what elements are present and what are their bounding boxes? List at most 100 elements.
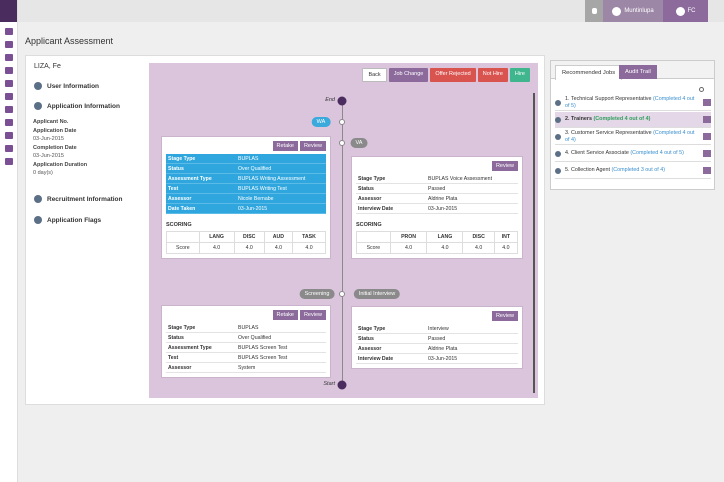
nav-icon[interactable] (4, 67, 13, 74)
action-button[interactable]: Offer Rejected (430, 68, 476, 82)
section-title: Application Information (47, 102, 120, 110)
detail-value: Over Qualified (238, 165, 272, 172)
notifications[interactable] (585, 0, 603, 22)
job-item[interactable]: 1. Technical Support Representative (Com… (555, 95, 711, 111)
detail-row: Assessor Nicole Bernabe (166, 194, 326, 204)
action-button[interactable]: Not Hire (477, 68, 508, 82)
job-title: 4. Client Service Associate (565, 150, 629, 156)
card-button[interactable]: Review (299, 141, 326, 151)
scrollbar[interactable] (533, 93, 535, 393)
card-buttons: Review (356, 311, 518, 321)
detail-label: Assessor (358, 345, 382, 352)
detail-label: Interview Date (358, 205, 394, 212)
page-title: Applicant Assessment (25, 36, 114, 46)
header-row: LANG DISC AUD TASK (166, 231, 327, 243)
menu-toggle[interactable] (0, 0, 17, 22)
detail-value: 03-Jun-2015 (428, 205, 458, 212)
assessment-card: Retake Review Stage Type BUPLAS Status Over Q… (161, 305, 331, 378)
detail-label: Date Taken (168, 205, 196, 212)
user-menu[interactable]: FC (663, 0, 708, 22)
job-action[interactable] (703, 99, 711, 106)
job-action[interactable] (703, 116, 711, 123)
nav-icon[interactable] (4, 41, 13, 48)
field-label: Application Date (33, 128, 77, 134)
stage-pill[interactable]: VA (350, 138, 368, 148)
detail-row: Stage Type Interview (356, 324, 518, 334)
job-text: 2. Trainers (Completed 4 out of 4) (565, 116, 695, 123)
stage-pill[interactable]: Screening (299, 289, 335, 299)
nav-icon[interactable] (4, 54, 13, 61)
detail-row: Assessment Type BUPLAS Writing Assessment (166, 174, 326, 184)
nav-icon[interactable] (4, 93, 13, 100)
score-header: DISC (462, 231, 495, 243)
detail-value: System (238, 364, 256, 371)
score-header: DISC (233, 231, 265, 243)
card-buttons: Retake Review (166, 141, 326, 151)
section-header[interactable]: Application Information (34, 102, 120, 110)
fields: Applicant No. Application Date 03-Jun-2015… (33, 116, 133, 176)
job-text: 5. Collection Agent (Completed 3 out of … (565, 167, 695, 174)
action-button[interactable]: Job Change (388, 68, 429, 82)
details-table: Stage Type BUPLAS Voice Assessment Status P… (356, 174, 518, 214)
section-header[interactable]: User Information (34, 82, 99, 90)
job-icon (555, 133, 561, 140)
refresh[interactable] (699, 87, 704, 92)
section-title: Recruitment Information (47, 195, 123, 203)
detail-row: Interview Date 03-Jun-2015 (356, 204, 518, 214)
score-row: Score 4.0 4.0 4.0 4.0 (166, 242, 327, 254)
card-button[interactable]: Review (491, 311, 518, 321)
card-button[interactable]: Retake (272, 141, 298, 151)
detail-label: Test (168, 354, 179, 361)
header-row: PRON LANG DISC INT (356, 231, 519, 243)
score-header: PRON (389, 231, 428, 243)
nav-icon[interactable] (4, 132, 13, 139)
timeline-node (339, 291, 345, 297)
section-header[interactable]: Recruitment Information (34, 195, 122, 203)
job-item[interactable]: 3. Customer Service Representative (Comp… (555, 129, 711, 145)
job-item[interactable]: 2. Trainers (Completed 4 out of 4) (555, 112, 711, 128)
tab[interactable]: Audit Trail (619, 65, 657, 79)
score-value: 4.0 (493, 242, 519, 254)
details-table: Stage Type Interview Status Passed Assessor A… (356, 324, 518, 364)
card-button[interactable]: Review (299, 310, 326, 320)
section-header[interactable]: Application Flags (34, 216, 101, 224)
detail-label: Status (358, 185, 374, 192)
job-action[interactable] (703, 133, 711, 140)
nav-icon[interactable] (4, 158, 13, 165)
detail-row: Test BUPLAS Writing Test (166, 184, 326, 194)
stage-pill[interactable]: Initial Interview (353, 289, 401, 299)
applicant-name: LIZA, Fe (34, 63, 61, 70)
nav-icon[interactable] (4, 80, 13, 87)
nav-icon[interactable] (4, 106, 13, 113)
score-value: 4.0 (198, 242, 235, 254)
nav-icon[interactable] (4, 119, 13, 126)
detail-row: Stage Type BUPLAS (166, 323, 326, 333)
card-button[interactable]: Retake (272, 310, 298, 320)
action-button[interactable]: Back (362, 68, 387, 82)
detail-label: Status (168, 165, 184, 172)
field-value: 03-Jun-2015 (33, 136, 64, 142)
job-icon (555, 99, 561, 106)
action-button[interactable]: Hire (509, 68, 530, 82)
recommended-jobs-panel: Recommended Jobs Audit Trail 1. Technica… (550, 60, 715, 190)
detail-label: Stage Type (168, 324, 196, 331)
scoring-table: LANG DISC AUD TASK Score 4.0 4.0 4.0 4.0 (166, 231, 327, 254)
job-action[interactable] (703, 150, 711, 157)
detail-value: BUPLAS (238, 324, 259, 331)
detail-row: Assessor Aldrine Plata (356, 194, 518, 204)
location-menu[interactable]: Muntinlupa (603, 0, 663, 22)
detail-value: BUPLAS Voice Assessment (428, 175, 493, 182)
job-item[interactable]: 4. Client Service Associate (Completed 4… (555, 146, 711, 162)
score-value: 4.0 (389, 242, 428, 254)
stage-pill[interactable]: WA (311, 117, 331, 127)
job-item[interactable]: 5. Collection Agent (Completed 3 out of … (555, 163, 711, 179)
detail-row: Assessor Aldrine Plata (356, 344, 518, 354)
job-action[interactable] (703, 167, 711, 174)
nav-icon[interactable] (4, 28, 13, 35)
tab[interactable]: Recommended Jobs (555, 65, 623, 80)
nav-icon[interactable] (4, 145, 13, 152)
detail-label: Assessor (168, 195, 192, 202)
detail-row: Status Over Qualified (166, 164, 326, 174)
card-button[interactable]: Review (491, 161, 518, 171)
location: Muntinlupa (624, 8, 654, 14)
